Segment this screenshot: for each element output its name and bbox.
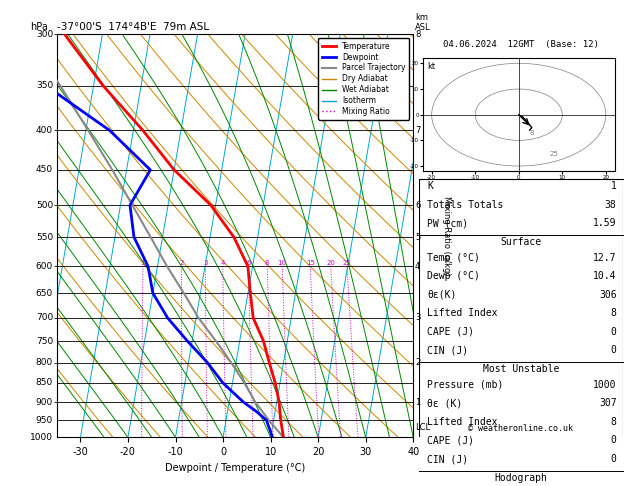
Text: 3: 3 <box>415 313 420 322</box>
Text: Pressure (mb): Pressure (mb) <box>427 380 503 390</box>
Text: 650: 650 <box>36 289 53 297</box>
Text: 1: 1 <box>141 260 145 266</box>
Text: 8: 8 <box>611 417 616 427</box>
Text: 1: 1 <box>415 398 420 407</box>
Text: 0: 0 <box>611 454 616 464</box>
Text: 8: 8 <box>415 30 420 38</box>
Text: 400: 400 <box>36 126 53 135</box>
Text: 4: 4 <box>221 260 225 266</box>
Text: 12.7: 12.7 <box>593 253 616 263</box>
Text: 307: 307 <box>599 399 616 408</box>
Text: kt: kt <box>427 62 435 70</box>
Text: 0: 0 <box>611 435 616 446</box>
Text: 38: 38 <box>605 200 616 210</box>
Text: θε(K): θε(K) <box>427 290 457 300</box>
Text: 6: 6 <box>246 260 251 266</box>
Text: 750: 750 <box>36 336 53 346</box>
Text: 500: 500 <box>36 201 53 209</box>
Text: 20: 20 <box>326 260 335 266</box>
Text: LCL: LCL <box>415 423 430 432</box>
Text: 850: 850 <box>36 379 53 387</box>
Text: 600: 600 <box>36 262 53 271</box>
Text: K: K <box>427 181 433 191</box>
Text: 5: 5 <box>415 233 420 242</box>
Text: hPa: hPa <box>30 22 48 32</box>
Text: θε (K): θε (K) <box>427 399 462 408</box>
Text: 8: 8 <box>265 260 269 266</box>
Text: Hodograph: Hodograph <box>494 472 547 483</box>
Text: -37°00'S  174°4B'E  79m ASL: -37°00'S 174°4B'E 79m ASL <box>57 22 209 32</box>
Text: 04.06.2024  12GMT  (Base: 12): 04.06.2024 12GMT (Base: 12) <box>443 40 599 49</box>
Text: 10: 10 <box>277 260 287 266</box>
Text: 7: 7 <box>415 126 420 135</box>
Text: 8: 8 <box>611 308 616 318</box>
Text: 0: 0 <box>611 346 616 355</box>
Legend: Temperature, Dewpoint, Parcel Trajectory, Dry Adiabat, Wet Adiabat, Isotherm, Mi: Temperature, Dewpoint, Parcel Trajectory… <box>318 38 409 120</box>
Text: 1: 1 <box>611 181 616 191</box>
Text: 0: 0 <box>611 327 616 337</box>
Text: Lifted Index: Lifted Index <box>427 417 498 427</box>
Text: 3: 3 <box>203 260 208 266</box>
Text: 2: 2 <box>415 358 420 367</box>
Text: CAPE (J): CAPE (J) <box>427 435 474 446</box>
Text: 6: 6 <box>415 201 420 209</box>
Text: 900: 900 <box>36 398 53 407</box>
Text: 4: 4 <box>415 262 420 271</box>
Text: 700: 700 <box>36 313 53 322</box>
Text: km
ASL: km ASL <box>415 13 431 32</box>
Text: 300: 300 <box>36 30 53 38</box>
Text: 950: 950 <box>36 416 53 425</box>
Text: 550: 550 <box>36 233 53 242</box>
Text: 10.4: 10.4 <box>593 271 616 281</box>
Text: PW (cm): PW (cm) <box>427 218 468 228</box>
Text: 25: 25 <box>549 151 558 157</box>
Text: Mixing Ratio (g/kg): Mixing Ratio (g/kg) <box>442 196 451 276</box>
Text: Lifted Index: Lifted Index <box>427 308 498 318</box>
Text: CIN (J): CIN (J) <box>427 454 468 464</box>
Text: 15: 15 <box>306 260 314 266</box>
Text: 350: 350 <box>36 81 53 90</box>
Text: 306: 306 <box>599 290 616 300</box>
Text: 2: 2 <box>179 260 184 266</box>
Text: 8: 8 <box>530 130 534 136</box>
Text: 25: 25 <box>343 260 352 266</box>
Text: Totals Totals: Totals Totals <box>427 200 503 210</box>
Text: Surface: Surface <box>500 237 542 247</box>
Text: CIN (J): CIN (J) <box>427 346 468 355</box>
Text: 1.59: 1.59 <box>593 218 616 228</box>
Text: 450: 450 <box>36 165 53 174</box>
Text: Most Unstable: Most Unstable <box>482 364 559 374</box>
Text: Temp (°C): Temp (°C) <box>427 253 480 263</box>
Text: CAPE (J): CAPE (J) <box>427 327 474 337</box>
X-axis label: Dewpoint / Temperature (°C): Dewpoint / Temperature (°C) <box>165 463 305 473</box>
Text: 1000: 1000 <box>30 433 53 442</box>
Text: © weatheronline.co.uk: © weatheronline.co.uk <box>469 424 573 433</box>
Text: 800: 800 <box>36 358 53 367</box>
Text: Dewp (°C): Dewp (°C) <box>427 271 480 281</box>
Text: 1000: 1000 <box>593 380 616 390</box>
